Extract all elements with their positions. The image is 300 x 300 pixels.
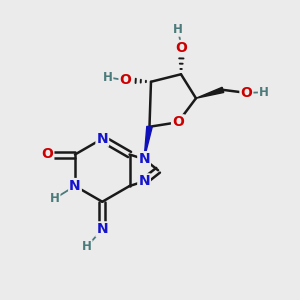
Text: O: O: [172, 115, 184, 129]
Text: H: H: [173, 23, 183, 36]
Text: H: H: [82, 240, 92, 253]
Text: N: N: [138, 174, 150, 188]
Text: N: N: [138, 152, 150, 166]
Text: O: O: [240, 86, 252, 100]
Text: H: H: [259, 86, 269, 99]
Text: O: O: [119, 73, 131, 87]
Text: N: N: [97, 132, 108, 146]
Text: N: N: [97, 222, 108, 236]
Text: N: N: [69, 179, 81, 193]
Polygon shape: [144, 126, 152, 159]
Text: H: H: [103, 71, 112, 84]
Text: H: H: [50, 192, 59, 205]
Text: O: O: [176, 41, 188, 55]
Polygon shape: [196, 87, 224, 98]
Text: O: O: [41, 148, 53, 161]
